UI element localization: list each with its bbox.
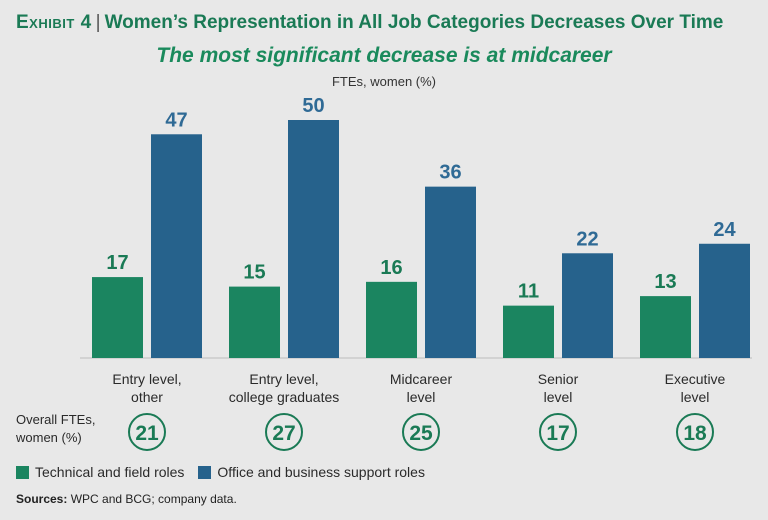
category-label-4-line-1: level — [681, 389, 710, 405]
y-axis-label: FTEs, women (%) — [331, 74, 436, 89]
bar-office-2 — [425, 186, 476, 358]
overall-circle-1 — [265, 413, 303, 451]
category-label-1-line-1: college graduates — [229, 389, 340, 405]
exhibit-label: Exhibit 4 — [16, 12, 92, 33]
category-label-2-line-1: level — [407, 389, 436, 405]
legend-label-technical: Technical and field roles — [35, 464, 185, 480]
category-label-2-line-0: Midcareer — [390, 371, 453, 387]
bar-technical-4 — [640, 296, 691, 358]
category-label-0-line-0: Entry level, — [112, 371, 181, 387]
data-label-office-3: 22 — [576, 228, 598, 250]
legend-label-office: Office and business support roles — [217, 464, 425, 480]
overall-label-line-0: Overall FTEs, — [16, 412, 95, 427]
legend-swatch-technical — [16, 465, 29, 479]
legend-item-technical: Technical and field roles — [16, 464, 184, 480]
category-label-4-line-0: Executive — [665, 371, 726, 387]
title-separator: | — [95, 12, 101, 33]
bar-office-4 — [699, 243, 750, 358]
overall-circle-3 — [539, 413, 577, 451]
data-label-technical-1: 15 — [243, 262, 265, 284]
overall-value-2: 25 — [409, 422, 433, 445]
bar-technical-2 — [366, 281, 417, 358]
overall-value-3: 17 — [546, 422, 569, 445]
legend: Technical and field roles Office and bus… — [16, 464, 439, 480]
data-label-office-1: 50 — [302, 95, 324, 117]
data-label-office-2: 36 — [439, 162, 461, 184]
overall-label-line-1: women (%) — [15, 430, 82, 445]
data-label-technical-2: 16 — [380, 257, 402, 279]
data-label-technical-3: 11 — [518, 281, 539, 303]
category-label-1-line-0: Entry level, — [249, 371, 318, 387]
data-label-office-4: 24 — [713, 219, 736, 241]
bar-office-3 — [562, 253, 613, 358]
bar-technical-3 — [503, 305, 554, 358]
data-label-office-0: 47 — [165, 109, 187, 131]
bar-chart: 17 47 Entry level, other 21 15 50 Entry level, c… — [15, 95, 752, 451]
category-label-3-line-1: level — [544, 389, 573, 405]
chart-title: Women’s Representation in All Job Catego… — [104, 12, 724, 33]
data-label-technical-4: 13 — [654, 271, 676, 293]
bar-technical-0 — [92, 277, 143, 358]
exhibit-title: Exhibit 4 | Women’s Representation in All … — [16, 12, 723, 34]
data-label-technical-0: 17 — [106, 252, 128, 274]
chart-subtitle: The most significant decrease is at midc… — [156, 44, 612, 67]
bar-office-1 — [288, 120, 339, 358]
legend-swatch-office — [198, 465, 212, 479]
bar-technical-1 — [229, 286, 280, 358]
sources-label: Sources: — [16, 492, 68, 506]
sources-note: Sources: WPC and BCG; company data. — [16, 492, 237, 506]
overall-circle-0 — [128, 413, 166, 451]
overall-value-4: 18 — [683, 422, 707, 445]
bar-office-0 — [151, 134, 202, 358]
category-label-0-line-1: other — [131, 389, 163, 405]
sources-text: WPC and BCG; company data. — [70, 492, 237, 506]
overall-value-0: 21 — [135, 422, 159, 445]
category-label-3-line-0: Senior — [538, 371, 579, 387]
overall-circle-4 — [676, 413, 714, 451]
legend-item-office: Office and business support roles — [198, 464, 425, 480]
overall-value-1: 27 — [272, 422, 295, 445]
overall-circle-2 — [402, 413, 440, 451]
